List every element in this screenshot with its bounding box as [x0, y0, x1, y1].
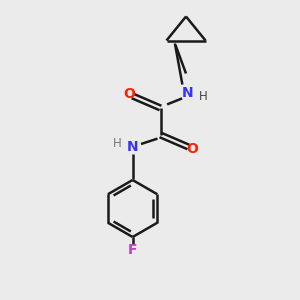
Text: F: F	[128, 243, 137, 257]
Text: N: N	[182, 86, 193, 100]
Text: H: H	[199, 90, 208, 103]
Text: H: H	[112, 137, 122, 150]
Text: O: O	[123, 87, 135, 100]
Text: O: O	[186, 142, 198, 156]
Text: N: N	[127, 140, 138, 154]
